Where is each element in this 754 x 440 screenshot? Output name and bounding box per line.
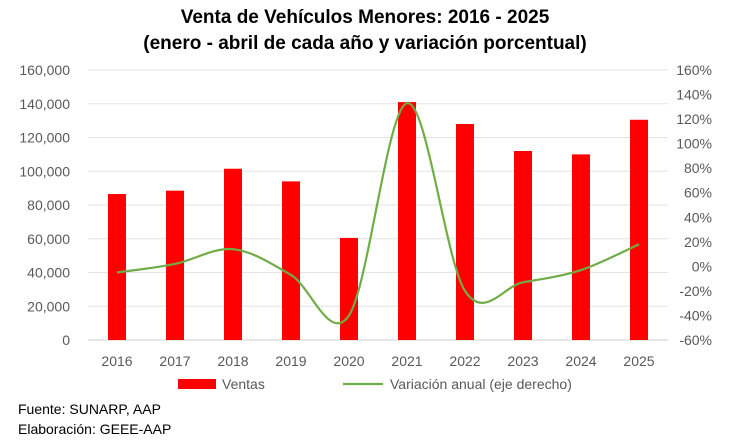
y-right-tick-label: 80% [684, 160, 712, 176]
bar [398, 102, 416, 340]
line-point [232, 248, 235, 251]
y-right-tick-label: 40% [684, 209, 712, 225]
bar [514, 151, 532, 340]
y-left-tick-label: 20,000 [27, 298, 70, 314]
x-tick-label: 2024 [565, 353, 596, 369]
x-tick-label: 2022 [449, 353, 480, 369]
y-left-tick-label: 160,000 [19, 62, 70, 78]
chart-title: Venta de Vehículos Menores: 2016 - 2025 [180, 7, 550, 28]
x-tick-label: 2017 [159, 353, 190, 369]
x-tick-label: 2023 [507, 353, 538, 369]
y-right-tick-label: 60% [684, 185, 712, 201]
legend-label-ventas: Ventas [222, 376, 265, 392]
bar [456, 124, 474, 340]
line-point [406, 102, 409, 105]
y-left-tick-label: 40,000 [27, 265, 70, 281]
credit-note: Elaboración: GEEE-AAP [18, 421, 172, 437]
y-left-tick-label: 0 [62, 332, 70, 348]
bar [108, 194, 126, 340]
combo-chart: 0 20,000 40,000 60,000 80,000 100,000 120,000 1… [19, 62, 712, 392]
line-point [116, 271, 119, 274]
x-tick-label: 2021 [391, 353, 422, 369]
chart-subtitle: (enero - abril de cada año y variación p… [143, 33, 587, 54]
y-right-tick-label: 120% [676, 111, 712, 127]
y-right-tick-label: 0% [692, 258, 712, 274]
line-series-variacion [116, 102, 640, 325]
bar [224, 168, 242, 340]
x-tick-label: 2018 [217, 353, 248, 369]
x-tick-label: 2020 [333, 353, 364, 369]
y-right-tick-label: 100% [676, 136, 712, 152]
bar [630, 119, 648, 340]
source-note: Fuente: SUNARP, AAP [18, 401, 161, 417]
y-left-tick-label: 120,000 [19, 130, 70, 146]
line-point [638, 243, 641, 246]
y-right-tick-label: -40% [679, 307, 712, 323]
legend-label-variacion: Variación anual (eje derecho) [390, 376, 572, 392]
y-left-tick-label: 140,000 [19, 96, 70, 112]
bar [572, 154, 590, 340]
line-point [290, 273, 293, 276]
y-right-tick-label: -60% [679, 332, 712, 348]
line-point [348, 314, 351, 317]
x-tick-label: 2019 [275, 353, 306, 369]
line-point [174, 262, 177, 265]
y-right-tick-label: 160% [676, 62, 712, 78]
line-point [522, 281, 525, 284]
line-point [464, 289, 467, 292]
y-right-tick-label: 140% [676, 87, 712, 103]
y-right-tick-label: -20% [679, 283, 712, 299]
y-left-tick-label: 60,000 [27, 231, 70, 247]
bar [166, 190, 184, 340]
y-left-tick-label: 80,000 [27, 197, 70, 213]
x-tick-label: 2016 [101, 353, 132, 369]
x-tick-label: 2025 [623, 353, 654, 369]
y-left-tick-label: 100,000 [19, 163, 70, 179]
bar [340, 237, 358, 340]
legend-swatch-ventas [178, 379, 216, 389]
bar [282, 181, 300, 340]
y-right-tick-label: 20% [684, 234, 712, 250]
line-point [580, 269, 583, 272]
